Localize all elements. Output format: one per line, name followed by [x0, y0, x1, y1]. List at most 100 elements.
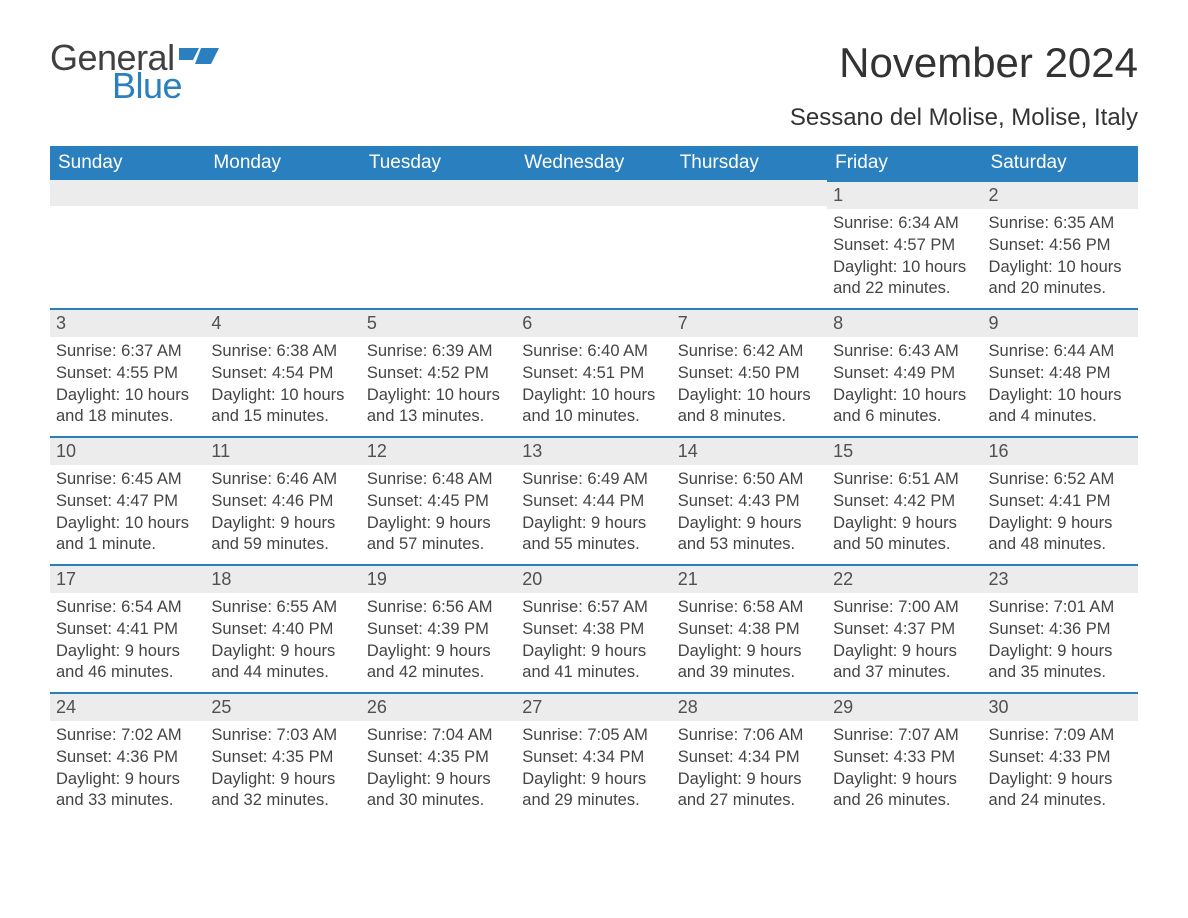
sunset-text: Sunset: 4:54 PM — [211, 363, 354, 385]
day-body: Sunrise: 6:57 AMSunset: 4:38 PMDaylight:… — [516, 593, 671, 688]
day-number-bar: 11 — [205, 436, 360, 465]
day-number-bar: 24 — [50, 692, 205, 721]
sunset-text: Sunset: 4:34 PM — [522, 747, 665, 769]
day-number-bar — [361, 180, 516, 206]
sunrise-text: Sunrise: 7:03 AM — [211, 725, 354, 747]
day-number-bar: 8 — [827, 308, 982, 337]
title-block: November 2024 Sessano del Molise, Molise… — [790, 40, 1138, 132]
day-cell: 21Sunrise: 6:58 AMSunset: 4:38 PMDayligh… — [672, 564, 827, 692]
day-cell: 22Sunrise: 7:00 AMSunset: 4:37 PMDayligh… — [827, 564, 982, 692]
daylight-text: Daylight: 10 hours and 10 minutes. — [522, 385, 665, 429]
sunrise-text: Sunrise: 6:48 AM — [367, 469, 510, 491]
day-number-bar: 26 — [361, 692, 516, 721]
sunrise-text: Sunrise: 6:52 AM — [989, 469, 1132, 491]
weeks-container: 1Sunrise: 6:34 AMSunset: 4:57 PMDaylight… — [50, 180, 1138, 820]
daylight-text: Daylight: 9 hours and 55 minutes. — [522, 513, 665, 557]
day-cell: 28Sunrise: 7:06 AMSunset: 4:34 PMDayligh… — [672, 692, 827, 820]
day-number-bar: 18 — [205, 564, 360, 593]
day-cell: 8Sunrise: 6:43 AMSunset: 4:49 PMDaylight… — [827, 308, 982, 436]
week-row: 1Sunrise: 6:34 AMSunset: 4:57 PMDaylight… — [50, 180, 1138, 308]
dow-cell: Friday — [827, 146, 982, 180]
sunset-text: Sunset: 4:36 PM — [989, 619, 1132, 641]
day-cell: 5Sunrise: 6:39 AMSunset: 4:52 PMDaylight… — [361, 308, 516, 436]
sunset-text: Sunset: 4:39 PM — [367, 619, 510, 641]
day-number-bar: 22 — [827, 564, 982, 593]
sunset-text: Sunset: 4:52 PM — [367, 363, 510, 385]
day-number-bar — [205, 180, 360, 206]
sunset-text: Sunset: 4:36 PM — [56, 747, 199, 769]
location-text: Sessano del Molise, Molise, Italy — [790, 104, 1138, 132]
daylight-text: Daylight: 9 hours and 42 minutes. — [367, 641, 510, 685]
day-number-bar: 25 — [205, 692, 360, 721]
sunset-text: Sunset: 4:46 PM — [211, 491, 354, 513]
daylight-text: Daylight: 9 hours and 39 minutes. — [678, 641, 821, 685]
sunrise-text: Sunrise: 6:44 AM — [989, 341, 1132, 363]
day-number-bar: 15 — [827, 436, 982, 465]
day-body: Sunrise: 7:09 AMSunset: 4:33 PMDaylight:… — [983, 721, 1138, 816]
sunrise-text: Sunrise: 6:58 AM — [678, 597, 821, 619]
sunset-text: Sunset: 4:35 PM — [211, 747, 354, 769]
sunrise-text: Sunrise: 6:57 AM — [522, 597, 665, 619]
day-number-bar — [672, 180, 827, 206]
day-number-bar: 14 — [672, 436, 827, 465]
sunset-text: Sunset: 4:38 PM — [522, 619, 665, 641]
daylight-text: Daylight: 9 hours and 50 minutes. — [833, 513, 976, 557]
daylight-text: Daylight: 10 hours and 13 minutes. — [367, 385, 510, 429]
day-cell: 7Sunrise: 6:42 AMSunset: 4:50 PMDaylight… — [672, 308, 827, 436]
dow-cell: Saturday — [983, 146, 1138, 180]
day-body: Sunrise: 6:35 AMSunset: 4:56 PMDaylight:… — [983, 209, 1138, 304]
day-number-bar: 20 — [516, 564, 671, 593]
daylight-text: Daylight: 9 hours and 33 minutes. — [56, 769, 199, 813]
daylight-text: Daylight: 10 hours and 15 minutes. — [211, 385, 354, 429]
day-number-bar — [50, 180, 205, 206]
sunrise-text: Sunrise: 6:43 AM — [833, 341, 976, 363]
day-cell: 27Sunrise: 7:05 AMSunset: 4:34 PMDayligh… — [516, 692, 671, 820]
daylight-text: Daylight: 9 hours and 48 minutes. — [989, 513, 1132, 557]
sunrise-text: Sunrise: 7:04 AM — [367, 725, 510, 747]
day-number-bar: 6 — [516, 308, 671, 337]
dow-cell: Tuesday — [361, 146, 516, 180]
day-cell: 18Sunrise: 6:55 AMSunset: 4:40 PMDayligh… — [205, 564, 360, 692]
sunrise-text: Sunrise: 6:54 AM — [56, 597, 199, 619]
sunset-text: Sunset: 4:43 PM — [678, 491, 821, 513]
day-body: Sunrise: 6:44 AMSunset: 4:48 PMDaylight:… — [983, 337, 1138, 432]
day-body: Sunrise: 6:58 AMSunset: 4:38 PMDaylight:… — [672, 593, 827, 688]
sunset-text: Sunset: 4:49 PM — [833, 363, 976, 385]
day-cell: 17Sunrise: 6:54 AMSunset: 4:41 PMDayligh… — [50, 564, 205, 692]
sunrise-text: Sunrise: 7:06 AM — [678, 725, 821, 747]
daylight-text: Daylight: 9 hours and 41 minutes. — [522, 641, 665, 685]
day-body: Sunrise: 6:51 AMSunset: 4:42 PMDaylight:… — [827, 465, 982, 560]
sunrise-text: Sunrise: 7:05 AM — [522, 725, 665, 747]
day-cell: 19Sunrise: 6:56 AMSunset: 4:39 PMDayligh… — [361, 564, 516, 692]
day-of-week-header: SundayMondayTuesdayWednesdayThursdayFrid… — [50, 146, 1138, 180]
day-cell — [50, 180, 205, 308]
day-number-bar: 17 — [50, 564, 205, 593]
sunrise-text: Sunrise: 6:42 AM — [678, 341, 821, 363]
day-cell: 16Sunrise: 6:52 AMSunset: 4:41 PMDayligh… — [983, 436, 1138, 564]
day-cell: 2Sunrise: 6:35 AMSunset: 4:56 PMDaylight… — [983, 180, 1138, 308]
day-number-bar: 30 — [983, 692, 1138, 721]
day-number-bar: 7 — [672, 308, 827, 337]
day-body: Sunrise: 7:07 AMSunset: 4:33 PMDaylight:… — [827, 721, 982, 816]
day-body: Sunrise: 6:48 AMSunset: 4:45 PMDaylight:… — [361, 465, 516, 560]
day-body: Sunrise: 7:00 AMSunset: 4:37 PMDaylight:… — [827, 593, 982, 688]
dow-cell: Monday — [205, 146, 360, 180]
week-row: 10Sunrise: 6:45 AMSunset: 4:47 PMDayligh… — [50, 436, 1138, 564]
day-number-bar: 13 — [516, 436, 671, 465]
day-body: Sunrise: 6:45 AMSunset: 4:47 PMDaylight:… — [50, 465, 205, 560]
day-body: Sunrise: 7:01 AMSunset: 4:36 PMDaylight:… — [983, 593, 1138, 688]
day-body: Sunrise: 6:34 AMSunset: 4:57 PMDaylight:… — [827, 209, 982, 304]
day-body: Sunrise: 7:02 AMSunset: 4:36 PMDaylight:… — [50, 721, 205, 816]
daylight-text: Daylight: 10 hours and 1 minute. — [56, 513, 199, 557]
sunrise-text: Sunrise: 6:56 AM — [367, 597, 510, 619]
sunset-text: Sunset: 4:45 PM — [367, 491, 510, 513]
day-number-bar: 16 — [983, 436, 1138, 465]
day-body: Sunrise: 6:38 AMSunset: 4:54 PMDaylight:… — [205, 337, 360, 432]
daylight-text: Daylight: 10 hours and 18 minutes. — [56, 385, 199, 429]
day-number-bar: 9 — [983, 308, 1138, 337]
day-cell — [205, 180, 360, 308]
sunset-text: Sunset: 4:41 PM — [56, 619, 199, 641]
day-cell: 1Sunrise: 6:34 AMSunset: 4:57 PMDaylight… — [827, 180, 982, 308]
day-cell — [672, 180, 827, 308]
day-cell: 24Sunrise: 7:02 AMSunset: 4:36 PMDayligh… — [50, 692, 205, 820]
